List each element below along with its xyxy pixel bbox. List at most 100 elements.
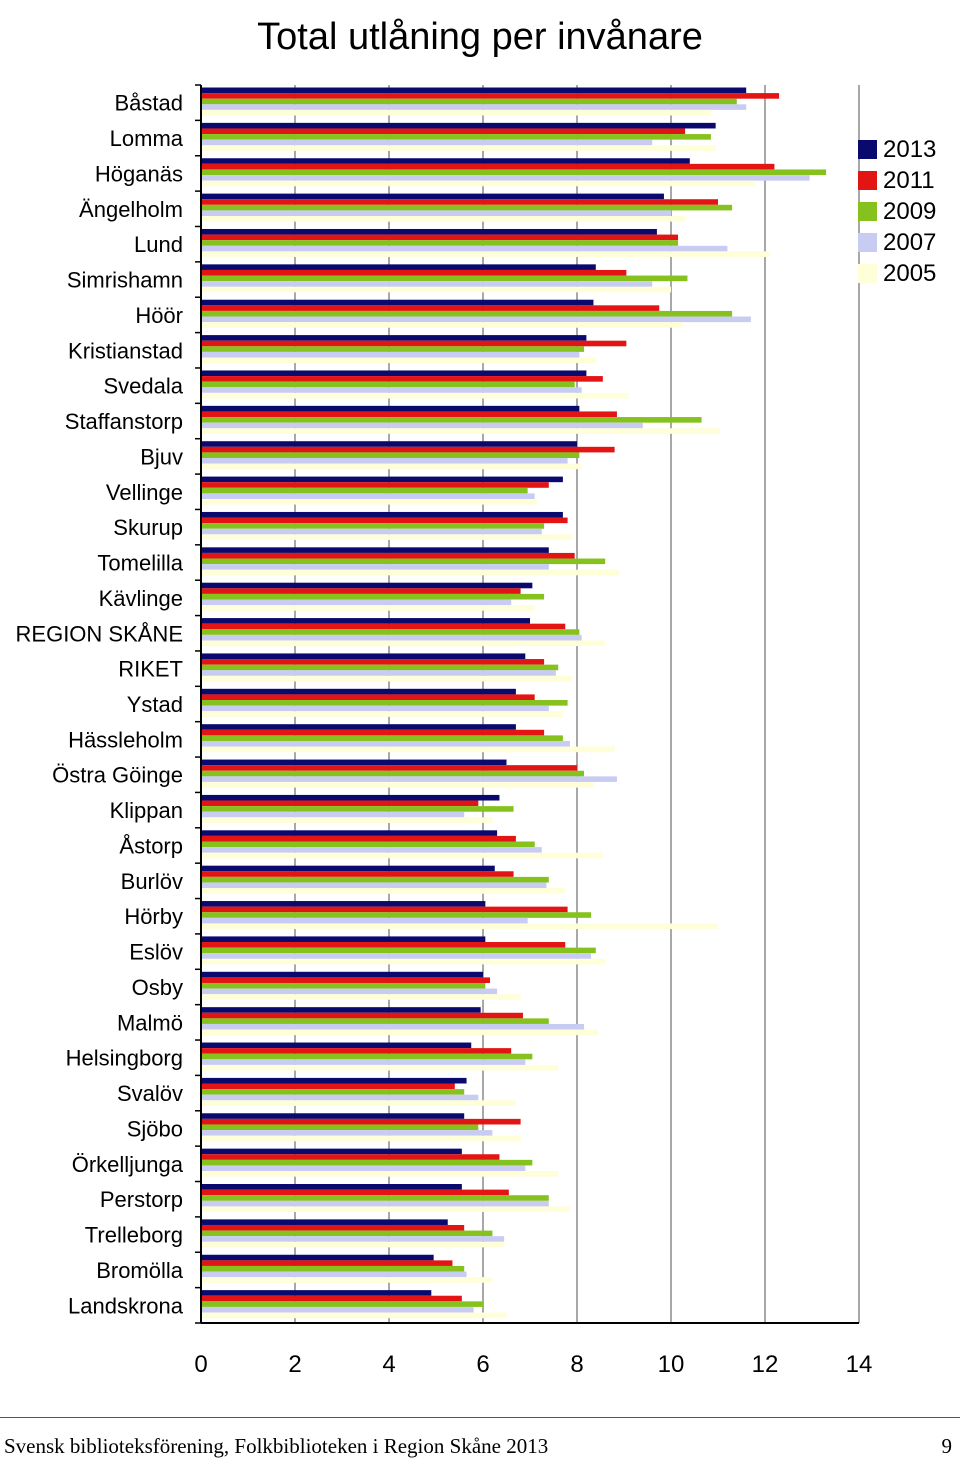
bar-2011: [201, 942, 566, 948]
bar-2011: [201, 482, 549, 488]
bar-2011: [201, 729, 545, 736]
bar-2007: [201, 316, 751, 323]
bar-2013: [201, 936, 486, 943]
legend: 2013 2011 2009 2007 2005: [858, 134, 936, 289]
bar-2007: [201, 458, 568, 464]
bar-2007: [201, 1094, 479, 1101]
category-label: Staffanstorp: [65, 409, 183, 434]
bar-2005: [201, 216, 686, 222]
bar-2013: [201, 582, 533, 589]
bar-2007: [201, 1130, 493, 1136]
bar-2007: [201, 1059, 526, 1065]
legend-swatch: [858, 171, 877, 190]
category-label: Burlöv: [121, 869, 183, 894]
bar-2007: [201, 245, 728, 252]
bar-2005: [201, 569, 620, 576]
category-label: Helsingborg: [66, 1046, 183, 1071]
bar-2007: [201, 1271, 467, 1278]
bar-2009: [201, 1195, 549, 1201]
footer-publication: Svensk biblioteksförening, Folkbibliotek…: [4, 1434, 549, 1458]
bar-2013: [201, 264, 596, 270]
bar-2005: [201, 781, 594, 788]
bar-2007: [201, 175, 810, 181]
legend-label: 2013: [883, 135, 937, 163]
category-label: Klippan: [110, 798, 183, 823]
bar-2005: [201, 817, 493, 823]
category-label: Kävlinge: [99, 586, 183, 611]
bar-2013: [201, 1113, 465, 1119]
bar-2011: [201, 1224, 465, 1231]
bar-2013: [201, 511, 563, 518]
bar-2005: [201, 251, 770, 257]
bar-2005: [201, 1135, 521, 1142]
x-tick-label: 12: [752, 1351, 779, 1378]
bar-2007: [201, 104, 747, 110]
bar-2013: [201, 228, 657, 235]
bar-2007: [201, 564, 549, 570]
bar-2007: [201, 1023, 585, 1030]
bar-2005: [201, 1171, 559, 1177]
category-label: Bromölla: [96, 1258, 184, 1283]
bar-2007: [201, 599, 512, 606]
bar-2005: [201, 286, 671, 293]
bar-2011: [201, 128, 686, 135]
bar-2011: [201, 93, 780, 99]
bar-2011: [201, 623, 566, 630]
bar-2005: [201, 463, 582, 470]
bar-2007: [201, 1236, 505, 1242]
bar-2013: [201, 87, 747, 94]
bar-2011: [201, 411, 617, 418]
bar-2013: [201, 370, 587, 377]
bar-2011: [201, 1260, 453, 1266]
bar-2011: [201, 871, 514, 877]
bar-2007: [201, 387, 582, 393]
bar-2013: [201, 1254, 434, 1261]
x-tick-label: 4: [382, 1351, 395, 1378]
bar-2011: [201, 1118, 521, 1125]
bar-2005: [201, 1029, 599, 1036]
category-label: REGION SKÅNE: [16, 621, 183, 646]
bar-2013: [201, 1007, 481, 1013]
bar-2009: [201, 770, 585, 777]
legend-label: 2005: [883, 259, 937, 287]
bar-2007: [201, 882, 547, 889]
category-label: Bjuv: [140, 444, 183, 469]
bar-2009: [201, 593, 545, 600]
x-tick-label: 2: [288, 1351, 301, 1378]
bar-2013: [201, 122, 716, 129]
bar-2013: [201, 476, 563, 483]
bar-2009: [201, 204, 733, 211]
bar-2009: [201, 700, 568, 706]
bar-2007: [201, 1200, 549, 1207]
bar-2005: [201, 1206, 570, 1213]
bar-2011: [201, 1154, 500, 1160]
bar-2011: [201, 163, 775, 170]
bar-2005: [201, 145, 716, 151]
category-label: Hörby: [124, 904, 183, 929]
bar-2013: [201, 405, 580, 412]
category-label: Trelleborg: [85, 1223, 183, 1248]
bar-2013: [201, 335, 587, 341]
bar-2013: [201, 1184, 462, 1190]
bar-2009: [201, 487, 528, 494]
bar-2013: [201, 1042, 472, 1049]
footer-divider: [0, 1417, 960, 1418]
bar-2011: [201, 835, 516, 842]
bar-2013: [201, 653, 526, 660]
bar-2009: [201, 98, 737, 105]
bar-2007: [201, 281, 653, 287]
x-tick-label: 8: [570, 1351, 583, 1378]
bar-2013: [201, 193, 664, 200]
bar-2007: [201, 917, 528, 924]
bar-2011: [201, 765, 577, 771]
bar-2013: [201, 794, 500, 801]
bar-2007: [201, 705, 549, 712]
x-tick-label: 14: [846, 1351, 873, 1378]
bar-2009: [201, 452, 580, 459]
legend-item-2009: 2009: [858, 196, 936, 227]
bar-2011: [201, 376, 603, 382]
bar-2009: [201, 523, 545, 529]
bar-2005: [201, 1064, 559, 1071]
bar-2011: [201, 1295, 462, 1302]
bar-2013: [201, 441, 577, 447]
